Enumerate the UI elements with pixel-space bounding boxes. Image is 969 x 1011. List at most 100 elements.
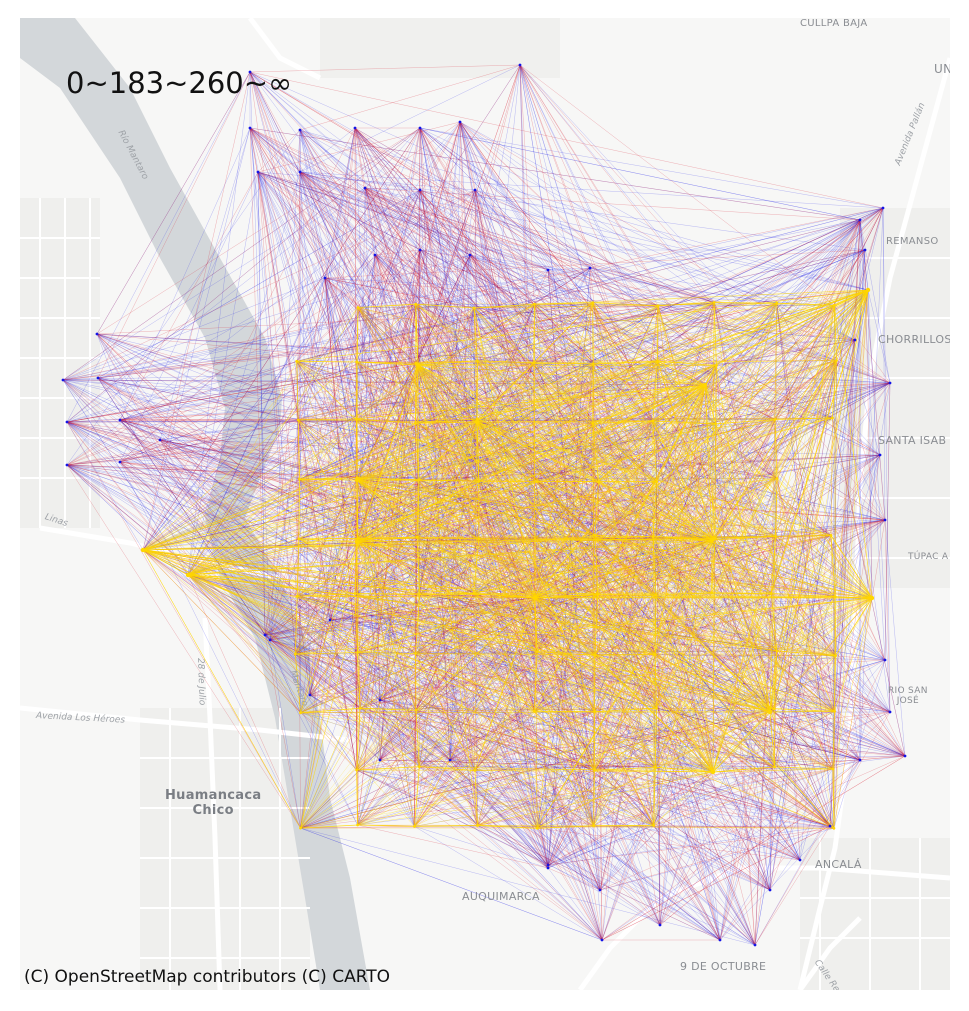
place-label-nueve-octubre: 9 DE OCTUBRE bbox=[680, 960, 767, 973]
map-frame[interactable]: CULLPA BAJA UN REMANSO CHORRILLOS SANTA … bbox=[20, 18, 950, 990]
flow-line bbox=[711, 539, 834, 770]
zone-centroid bbox=[858, 218, 862, 222]
flow-line bbox=[249, 127, 357, 771]
flow-line bbox=[119, 361, 297, 421]
flow-line bbox=[704, 384, 836, 656]
flow-line bbox=[356, 651, 538, 771]
flow-line bbox=[519, 64, 536, 599]
flow-line bbox=[536, 478, 778, 652]
flow-line bbox=[594, 539, 713, 712]
flow-line bbox=[356, 541, 836, 597]
flow-line bbox=[364, 187, 658, 362]
street bbox=[840, 257, 950, 559]
flow-line bbox=[356, 289, 869, 771]
flow-line bbox=[547, 825, 654, 869]
flow-line bbox=[356, 481, 657, 543]
flow-line bbox=[415, 362, 833, 419]
zone-centroid bbox=[831, 416, 834, 420]
flow-line bbox=[296, 127, 421, 362]
flow-line bbox=[652, 361, 658, 422]
flow-line bbox=[537, 593, 772, 829]
flow-line bbox=[704, 384, 776, 537]
flow-line bbox=[357, 535, 832, 653]
flow-line bbox=[249, 127, 861, 221]
flow-line bbox=[324, 277, 480, 539]
flow-line bbox=[712, 711, 835, 773]
flow-line bbox=[324, 277, 359, 308]
flow-line bbox=[473, 289, 869, 594]
flow-line bbox=[419, 254, 471, 595]
flow-line bbox=[449, 421, 478, 761]
flow-line bbox=[298, 302, 777, 421]
flow-line bbox=[297, 419, 381, 701]
flow-line bbox=[299, 64, 521, 173]
flow-line bbox=[379, 594, 598, 761]
flow-line bbox=[324, 277, 549, 866]
flow-line bbox=[356, 541, 417, 711]
flow-line bbox=[159, 439, 271, 641]
flow-line bbox=[257, 171, 891, 384]
flow-line bbox=[187, 574, 656, 768]
flow-line bbox=[249, 71, 653, 422]
flow-line bbox=[417, 364, 772, 594]
map-canvas[interactable] bbox=[20, 18, 950, 990]
flow-line bbox=[774, 419, 801, 861]
zone-centroid bbox=[546, 866, 550, 870]
flow-line bbox=[356, 541, 420, 767]
flow-line bbox=[537, 828, 601, 891]
flow-line bbox=[419, 302, 593, 480]
zone-centroid bbox=[712, 301, 716, 304]
flow-line bbox=[536, 592, 712, 829]
flow-line bbox=[257, 171, 603, 941]
flow-line bbox=[597, 384, 706, 595]
flow-line bbox=[356, 189, 421, 363]
flow-line bbox=[354, 127, 653, 422]
flow-line bbox=[547, 825, 654, 869]
flow-line bbox=[769, 711, 835, 829]
flow-line bbox=[653, 825, 834, 829]
flow-line bbox=[269, 639, 361, 709]
flow-line bbox=[142, 307, 475, 551]
flow-line bbox=[142, 127, 251, 551]
flow-line bbox=[414, 289, 869, 827]
flow-line bbox=[656, 707, 861, 761]
flow-line bbox=[66, 464, 418, 538]
flow-line bbox=[477, 597, 873, 826]
flow-line bbox=[264, 277, 326, 636]
flow-line bbox=[652, 420, 713, 541]
flow-line bbox=[299, 479, 535, 712]
flow-line bbox=[300, 653, 416, 714]
flow-line bbox=[187, 538, 716, 576]
zone-centroid bbox=[532, 710, 536, 713]
flow-line bbox=[379, 699, 801, 861]
flow-line bbox=[416, 121, 461, 538]
zone-centroid bbox=[713, 536, 717, 540]
flow-line bbox=[419, 127, 833, 419]
flow-line bbox=[187, 382, 891, 576]
flow-line bbox=[187, 574, 771, 713]
flow-line bbox=[416, 536, 420, 595]
flow-line bbox=[547, 269, 601, 891]
flow-line bbox=[299, 479, 656, 768]
flow-line bbox=[589, 207, 884, 269]
flow-line bbox=[142, 362, 417, 551]
zone-centroid bbox=[710, 591, 714, 595]
flow-line bbox=[97, 189, 421, 379]
flow-line bbox=[359, 708, 381, 761]
flow-line bbox=[534, 535, 832, 712]
flow-line bbox=[477, 360, 534, 364]
flow-line bbox=[533, 597, 771, 891]
flow-line bbox=[269, 639, 831, 827]
flow-line bbox=[379, 304, 535, 701]
flow-line bbox=[329, 254, 376, 621]
zone-centroid bbox=[414, 708, 418, 712]
flow-line bbox=[257, 171, 266, 636]
zone-centroid bbox=[768, 888, 772, 892]
flow-line bbox=[534, 519, 886, 712]
flow-line bbox=[257, 171, 654, 826]
flow-line bbox=[547, 384, 706, 869]
flow-line bbox=[299, 171, 775, 768]
street bbox=[169, 708, 281, 990]
flow-line bbox=[601, 219, 861, 941]
zone-centroid bbox=[118, 418, 122, 422]
